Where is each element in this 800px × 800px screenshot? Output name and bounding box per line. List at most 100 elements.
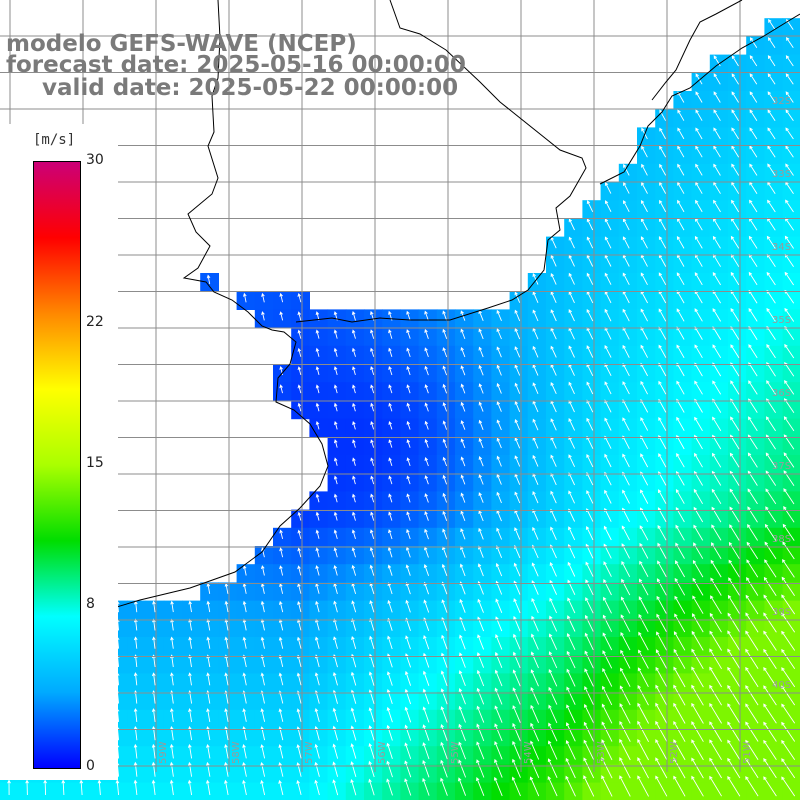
wind-arrow	[512, 758, 521, 778]
wind-arrow	[333, 420, 338, 430]
wind-arrow	[731, 73, 739, 85]
wind-arrow	[458, 759, 467, 778]
wind-arrow	[785, 73, 794, 85]
wind-arrow	[442, 474, 448, 485]
wind-arrow	[550, 345, 557, 358]
wind-arrow	[713, 145, 721, 158]
wind-arrow	[657, 560, 667, 578]
wind-arrow	[782, 541, 795, 560]
wind-cell	[746, 782, 765, 800]
wind-arrow	[388, 493, 393, 503]
wind-arrow	[458, 670, 466, 687]
wind-arrow	[568, 236, 575, 249]
wind-arrow	[422, 670, 430, 686]
wind-arrow	[422, 688, 430, 705]
wind-arrow	[619, 757, 631, 779]
wind-arrow	[730, 307, 740, 322]
wind-arrow	[440, 706, 448, 723]
wind-arrow	[586, 417, 594, 431]
wind-arrow	[637, 757, 649, 779]
wind-cell	[782, 637, 800, 656]
wind-arrow	[514, 346, 521, 358]
wind-arrow	[406, 528, 411, 540]
wind-cell	[782, 218, 800, 238]
wind-arrow	[386, 689, 393, 705]
wind-arrow	[763, 612, 777, 633]
wind-arrow	[206, 672, 211, 686]
wind-arrow	[712, 272, 721, 286]
wind-arrow	[550, 272, 557, 285]
wind-arrow	[568, 309, 575, 322]
wind-arrow	[314, 636, 320, 649]
wind-arrow	[604, 489, 612, 504]
wind-cell	[782, 400, 800, 420]
wind-arrow	[442, 402, 448, 412]
coastline-bay	[295, 0, 587, 323]
wind-arrow	[766, 344, 776, 359]
wind-arrow	[676, 416, 685, 431]
wind-arrow	[568, 218, 575, 231]
wind-arrow	[296, 762, 302, 777]
wind-arrow	[530, 740, 540, 760]
wind-arrow	[781, 703, 796, 724]
wind-arrow	[659, 199, 667, 213]
colorbar	[33, 161, 81, 769]
wind-arrow	[387, 599, 393, 613]
wind-arrow	[352, 402, 356, 412]
wind-arrow	[494, 723, 503, 742]
wind-arrow	[747, 506, 758, 523]
wind-arrow	[315, 529, 320, 539]
wind-arrow	[332, 743, 339, 759]
wind-arrow	[511, 776, 521, 797]
wind-arrow	[604, 308, 612, 322]
wind-arrow	[658, 308, 667, 322]
wind-arrow	[658, 453, 667, 468]
wind-arrow	[677, 199, 685, 213]
wind-arrow	[512, 740, 521, 760]
wind-arrow	[514, 327, 521, 340]
wind-arrow	[477, 634, 485, 650]
wind-arrow	[297, 384, 302, 394]
wind-arrow	[767, 163, 776, 176]
wind-cell	[782, 91, 800, 110]
wind-arrow	[621, 560, 631, 578]
wind-arrow	[333, 493, 338, 503]
wind-arrow	[781, 667, 796, 688]
wind-arrow	[460, 438, 466, 449]
wind-arrow	[694, 235, 703, 249]
wind-arrow	[260, 708, 266, 722]
wind-arrow	[568, 381, 575, 395]
wind-arrow	[673, 631, 686, 651]
wind-arrow	[709, 612, 722, 633]
wind-arrow	[766, 271, 776, 286]
wind-arrow	[532, 526, 539, 540]
wind-arrow	[785, 199, 794, 213]
wind-arrow	[565, 739, 576, 760]
wind-arrow	[730, 416, 740, 432]
wind-arrow	[224, 708, 229, 722]
wind-arrow	[767, 199, 776, 213]
wind-arrow	[496, 437, 502, 449]
wind-arrow	[386, 724, 393, 741]
wind-arrow	[731, 163, 740, 176]
wind-arrow	[567, 597, 576, 614]
wind-arrow	[514, 309, 521, 322]
wind-arrow	[713, 73, 721, 85]
wind-arrow	[763, 685, 777, 706]
wind-arrow	[547, 758, 558, 778]
wind-cell	[782, 273, 800, 292]
longitude-label: 54W	[523, 741, 534, 764]
wind-arrow	[151, 672, 156, 686]
wind-arrow	[711, 524, 722, 541]
wind-arrow	[460, 528, 466, 540]
wind-arrow	[639, 560, 649, 578]
wind-arrow	[440, 759, 448, 778]
wind-arrow	[781, 648, 796, 669]
wind-arrow	[730, 235, 740, 249]
wind-arrow	[695, 145, 703, 158]
wind-arrow	[640, 344, 648, 358]
wind-arrow	[493, 776, 503, 797]
wind-arrow	[206, 743, 211, 759]
wind-cell	[782, 254, 800, 274]
wind-arrow	[297, 311, 302, 321]
